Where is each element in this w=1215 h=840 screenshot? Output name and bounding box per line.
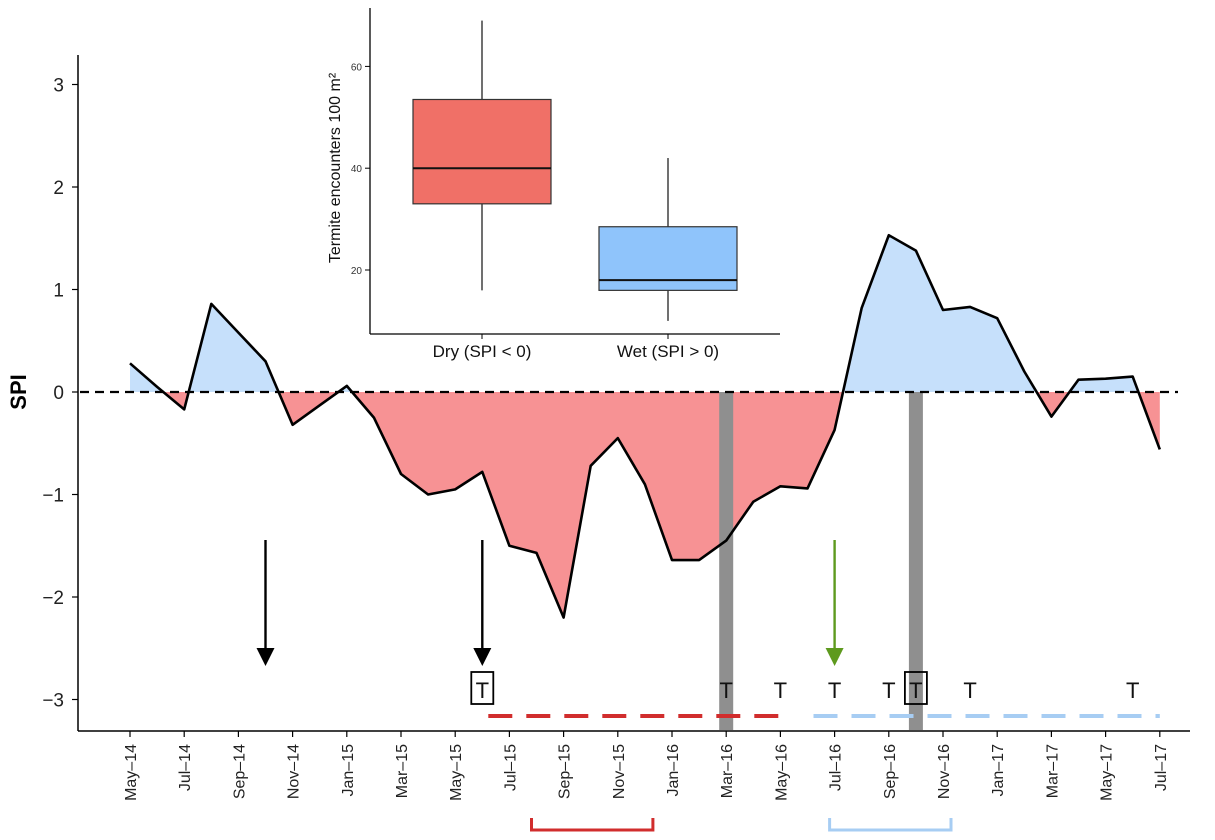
spi-series-line — [129, 233, 1162, 619]
dry-area-fill — [1036, 392, 1070, 417]
x-tick-label: Jan–15 — [340, 744, 357, 797]
grey-bands — [719, 392, 923, 730]
x-tick-label: Sep–16 — [882, 744, 899, 799]
x-tick-label: May–15 — [448, 744, 465, 801]
x-tick-label: Jan–17 — [990, 744, 1007, 797]
x-tick-label: Jan–16 — [665, 744, 682, 797]
wet-area-fill — [843, 235, 1037, 392]
inset-boxplot: 20 40 60 Termite encounters 100 m² Dry (SPI … — [327, 8, 780, 361]
t-marker: T — [828, 678, 841, 703]
t-marker: T — [774, 678, 787, 703]
spi-line — [129, 233, 1162, 619]
inset-category-label: Dry (SPI < 0) — [433, 342, 532, 361]
x-tick-label: Jul–16 — [828, 744, 845, 791]
x-tick-label: Jul–17 — [1153, 744, 1170, 791]
x-tick-label: Sep–14 — [231, 744, 248, 799]
x-tick-label: May–16 — [773, 744, 790, 801]
y-tick-label: 0 — [53, 383, 64, 404]
period-brackets — [530, 818, 953, 832]
box-iqr — [412, 98, 552, 205]
y-tick-label: 3 — [53, 76, 64, 97]
dry-area-fill — [352, 392, 843, 618]
x-tick-label: Jul–14 — [177, 744, 194, 791]
inset-y-tick-label: 40 — [351, 164, 363, 175]
wet-area-fill — [188, 303, 279, 392]
wet-area-fill — [130, 363, 164, 392]
wet-bracket — [828, 818, 953, 832]
y-axis-title: SPI — [6, 374, 31, 409]
arrow-head — [825, 648, 844, 666]
x-tick-label: Sep–15 — [557, 744, 574, 799]
grey-band — [908, 392, 923, 730]
y-tick-label: −2 — [42, 588, 64, 609]
t-marker: T — [963, 678, 976, 703]
x-tick-label: Mar–15 — [394, 744, 411, 798]
inset-y-axis-title: Termite encounters 100 m² — [327, 72, 344, 263]
t-marker: T — [882, 678, 895, 703]
inset-y-tick-label: 20 — [351, 266, 363, 277]
x-tick-label: May–17 — [1099, 744, 1116, 801]
x-tick-label: May–14 — [123, 744, 140, 801]
dry-bracket — [530, 818, 655, 832]
y-tick-label: 1 — [53, 281, 64, 302]
x-tick-label: Mar–16 — [719, 744, 736, 798]
y-tick-labels: −3 −2 −1 0 1 2 3 — [42, 76, 78, 712]
inset-y-tick-label: 60 — [351, 62, 363, 73]
x-tick-label: Mar–17 — [1044, 744, 1061, 798]
t-marker: T — [476, 678, 489, 703]
x-tick-label: Jul–15 — [502, 744, 519, 791]
y-tick-label: 2 — [53, 178, 64, 199]
arrow-head — [256, 648, 275, 666]
t-marker: T — [909, 678, 922, 703]
t-marker-box — [904, 671, 928, 705]
t-marker: T — [719, 678, 732, 703]
axes — [77, 55, 1190, 732]
x-tick-label: Nov–16 — [936, 744, 953, 799]
arrow-head — [473, 648, 492, 666]
y-tick-label: −3 — [42, 691, 64, 712]
inset-category-label: Wet (SPI > 0) — [617, 342, 719, 361]
dry-area-fill — [278, 392, 339, 425]
t-marker: T — [1126, 678, 1139, 703]
event-arrows — [256, 540, 844, 666]
grey-band — [719, 392, 734, 730]
y-tick-label: −1 — [42, 486, 64, 507]
x-tick-labels: May–14 Jul–14 Sep–14 Nov–14 Jan–15 Mar–15 May–… — [123, 731, 1170, 801]
x-tick-label: Nov–15 — [611, 744, 628, 799]
x-tick-label: Nov–14 — [286, 744, 303, 799]
t-marker-box — [470, 671, 495, 705]
